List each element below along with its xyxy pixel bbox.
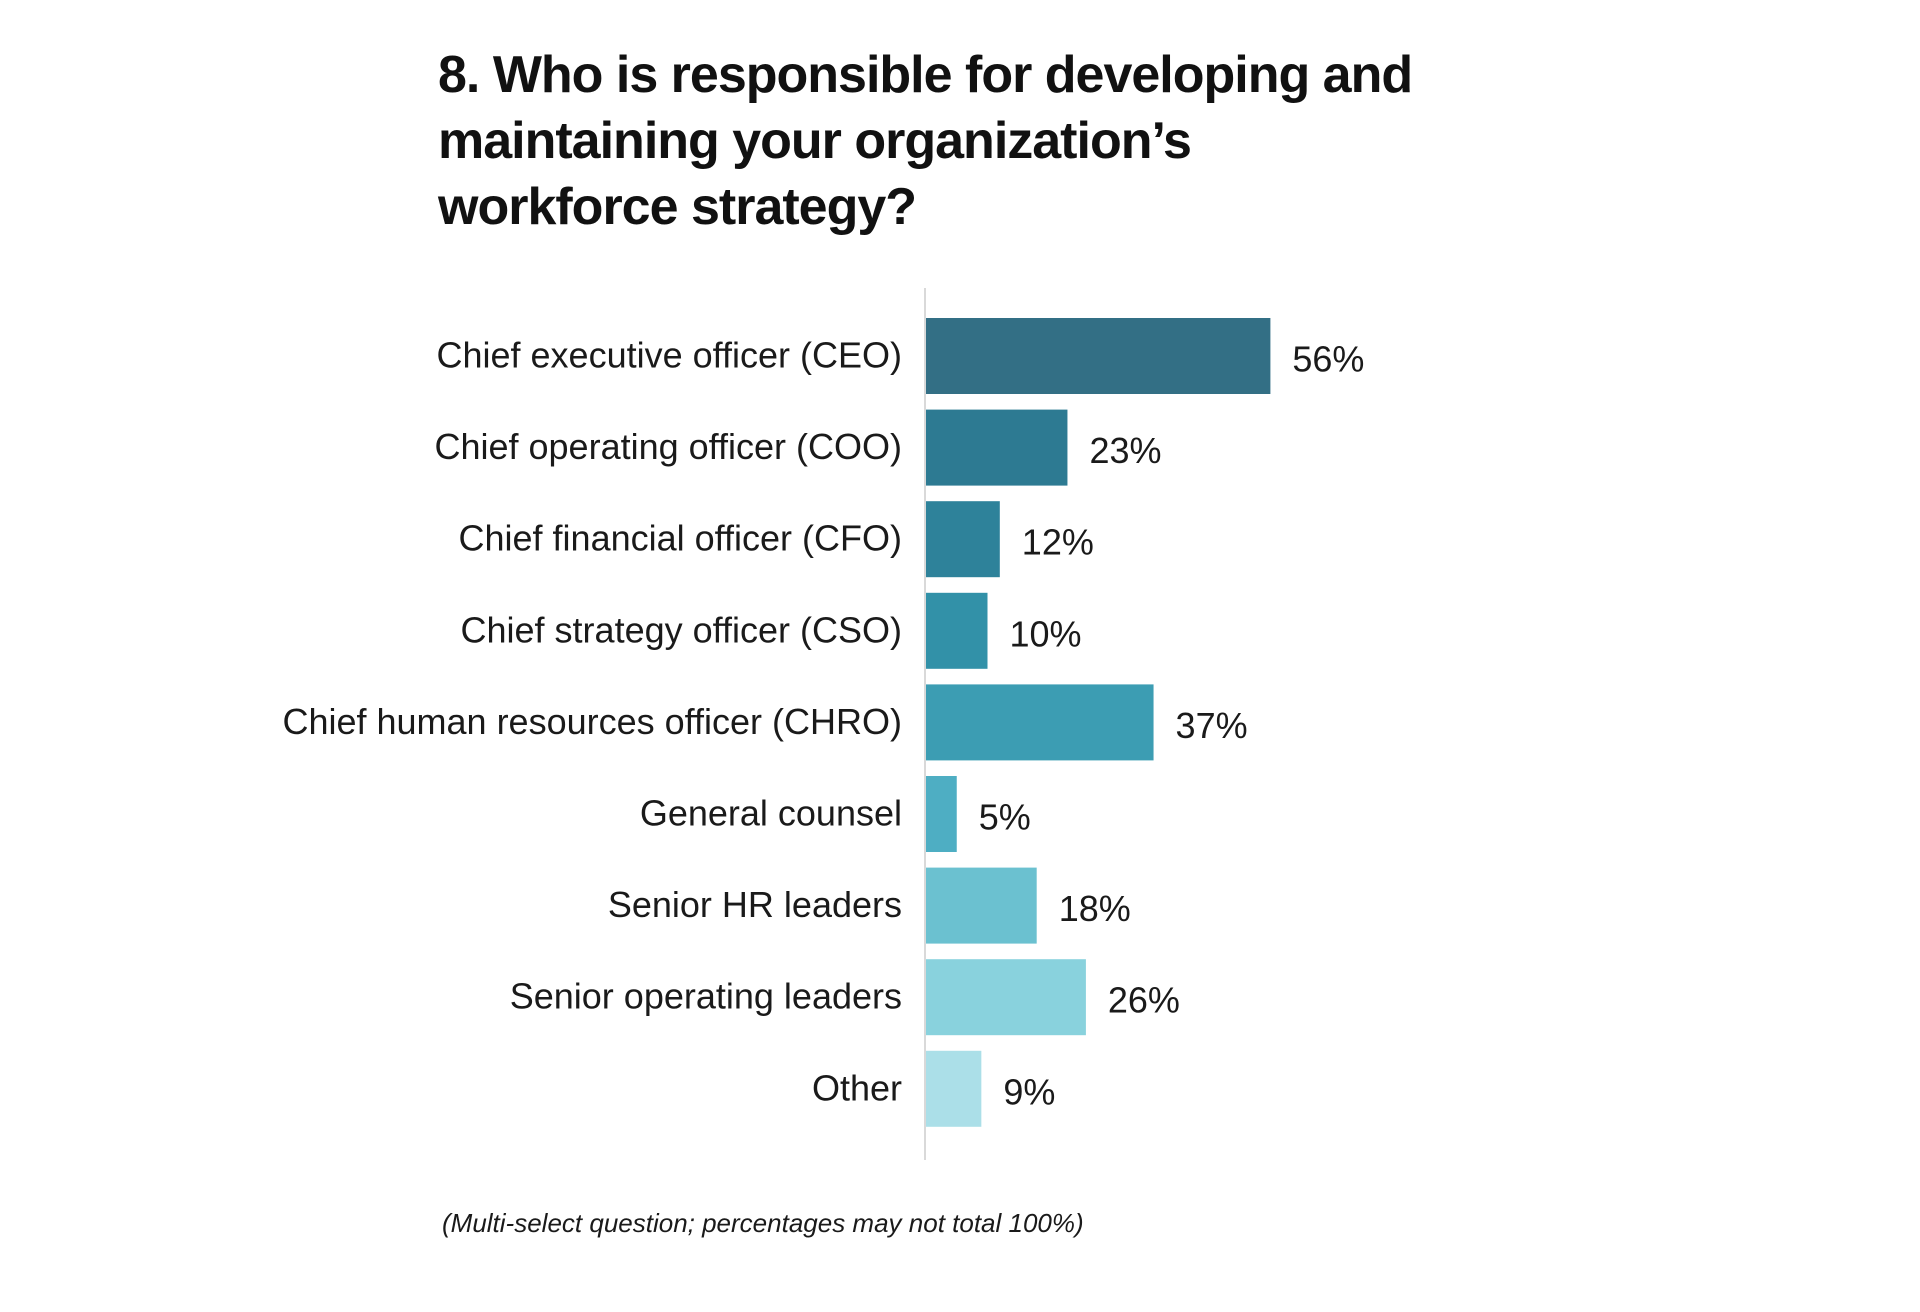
value-label-4: 37% [1176, 705, 1248, 746]
category-label-2: Chief financial officer (CFO) [459, 518, 902, 559]
chart-title: 8. Who is responsible for developing and… [438, 46, 1413, 236]
category-label-8: Other [812, 1067, 902, 1108]
bar-0 [926, 318, 1271, 394]
category-label-5: General counsel [640, 793, 902, 834]
category-label-1: Chief operating officer (COO) [434, 426, 902, 467]
bar-2 [926, 501, 1000, 578]
bar-7 [926, 959, 1086, 1036]
category-label-0: Chief executive officer (CEO) [436, 335, 902, 376]
category-label-4: Chief human resources officer (CHRO) [282, 701, 902, 742]
value-label-2: 12% [1022, 522, 1094, 563]
value-label-1: 23% [1089, 430, 1161, 471]
bar-6 [926, 867, 1037, 944]
category-label-3: Chief strategy officer (CSO) [461, 609, 902, 650]
value-label-0: 56% [1292, 339, 1364, 380]
bars-group: Chief executive officer (CEO) 56% Chief op… [282, 318, 1364, 1127]
value-label-5: 5% [979, 797, 1031, 838]
category-label-6: Senior HR leaders [608, 884, 902, 925]
chart-footnote: (Multi-select question; percentages may … [442, 1208, 1084, 1238]
value-label-6: 18% [1059, 888, 1131, 929]
bar-5 [926, 776, 957, 852]
bar-1 [926, 409, 1068, 486]
value-label-8: 9% [1003, 1071, 1055, 1112]
value-label-3: 10% [1010, 613, 1082, 654]
bar-3 [926, 592, 988, 669]
bar-4 [926, 684, 1154, 761]
category-label-7: Senior operating leaders [510, 976, 902, 1017]
value-label-7: 26% [1108, 980, 1180, 1021]
bar-8 [926, 1050, 982, 1127]
